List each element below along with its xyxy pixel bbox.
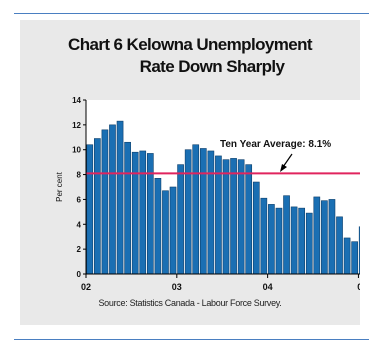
- average-annotation: Ten Year Average: 8.1%: [220, 139, 331, 150]
- bar: [245, 164, 253, 275]
- bar: [139, 150, 147, 275]
- bar: [237, 159, 245, 275]
- y-tick-label: 8: [77, 171, 82, 180]
- bar: [290, 206, 298, 275]
- bar: [222, 159, 230, 275]
- bar: [192, 144, 200, 275]
- y-tick-label: 0: [77, 270, 82, 279]
- bar: [305, 212, 313, 275]
- bar: [177, 164, 184, 275]
- bar: [184, 149, 192, 275]
- chart-title-line-1: Chart 6 Kelowna Unemployment: [68, 35, 313, 54]
- chart-title: Chart 6 Kelowna Unemployment Rate Down S…: [20, 34, 360, 78]
- bar: [358, 226, 360, 275]
- y-tick-label: 4: [77, 220, 82, 229]
- bar: [260, 197, 268, 275]
- bottom-rule: [14, 339, 369, 340]
- bar: [199, 148, 207, 275]
- y-tick-label: 6: [77, 195, 82, 204]
- bar: [162, 190, 169, 275]
- bar: [275, 207, 283, 275]
- bar: [336, 216, 343, 275]
- top-rule: [14, 13, 369, 14]
- x-tick-label: 02: [81, 282, 91, 292]
- bar: [351, 241, 358, 275]
- y-axis-label: Per cent: [55, 171, 64, 202]
- y-tick-label: 12: [72, 121, 81, 130]
- x-tick-label: 04: [263, 282, 273, 292]
- bar: [94, 138, 101, 275]
- bar: [116, 120, 124, 275]
- bar: [230, 158, 237, 275]
- bar: [313, 196, 321, 275]
- bar: [252, 181, 260, 275]
- bar: [328, 199, 336, 275]
- y-tick-label: 10: [72, 146, 81, 155]
- bar: [298, 207, 306, 275]
- bar: [86, 144, 94, 275]
- bar: [146, 153, 154, 275]
- chart-title-line-2: Rate Down Sharply: [139, 57, 285, 76]
- x-tick-label: 03: [172, 282, 182, 292]
- bar: [169, 186, 177, 275]
- bar: [154, 178, 162, 275]
- bar: [131, 151, 139, 275]
- chart-panel: Chart 6 Kelowna Unemployment Rate Down S…: [20, 20, 360, 325]
- bar: [268, 204, 275, 275]
- bar: [109, 124, 116, 275]
- annotation-arrow: [280, 153, 293, 172]
- y-tick-label: 2: [77, 245, 82, 254]
- source-note: Source: Statistics Canada - Labour Force…: [98, 298, 282, 308]
- x-tick-label: 05: [357, 282, 360, 292]
- bar: [283, 195, 290, 275]
- bar: [321, 200, 328, 275]
- y-tick-label: 14: [72, 96, 81, 105]
- bar: [343, 237, 351, 275]
- bar: [124, 141, 131, 275]
- x-ticks-group: 02 03 04 05: [81, 274, 360, 292]
- bar: [101, 129, 109, 275]
- y-ticks-group: 0 2 4 6 8 10 12 14: [72, 96, 86, 279]
- bar: [207, 150, 215, 275]
